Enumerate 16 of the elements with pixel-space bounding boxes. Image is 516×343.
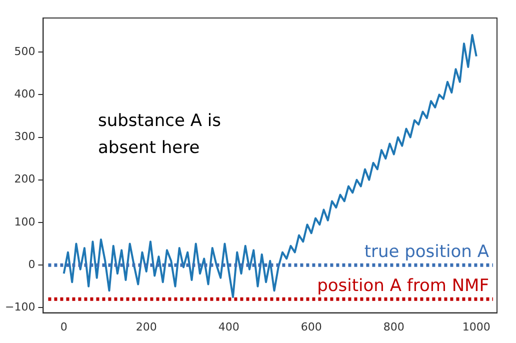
x-tick-label: 400 (218, 320, 240, 334)
x-tick-label: 1000 (462, 320, 490, 334)
y-tick-label: 300 (14, 130, 36, 144)
x-tick-label: 600 (300, 320, 322, 334)
y-tick-label: 400 (14, 88, 36, 101)
x-tick-label: 200 (136, 320, 157, 334)
x-tick-label: 0 (60, 320, 68, 334)
y-tick-label: 500 (14, 44, 36, 58)
ref-line-label: position A from NMF (317, 276, 489, 296)
y-tick-label: 0 (28, 258, 36, 271)
annotation: substance A is absent here (98, 110, 222, 160)
y-tick-label: 100 (14, 215, 36, 228)
x-tick-label: 800 (383, 320, 404, 334)
ref-line-label: true position A (364, 242, 490, 262)
y-tick-label: 200 (14, 172, 36, 186)
y-tick-label: −100 (4, 300, 36, 314)
